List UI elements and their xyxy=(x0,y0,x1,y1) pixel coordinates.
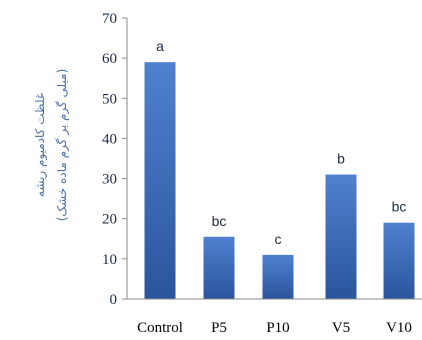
y-tick-label: 30 xyxy=(102,172,117,188)
y-tick-label: 70 xyxy=(102,11,117,27)
y-tick-label: 20 xyxy=(102,212,117,228)
x-tick-label-v5: V5 xyxy=(332,320,350,336)
bar-p10 xyxy=(262,254,294,299)
y-tick-label: 60 xyxy=(102,51,117,67)
bar-data-label-control: a xyxy=(156,38,164,54)
bar-p5 xyxy=(203,236,235,299)
bar-v10 xyxy=(383,222,415,299)
y-tick-label: 50 xyxy=(102,91,117,107)
x-axis-labels: Control P5 P10 V5 V10 xyxy=(137,320,412,336)
bar-v5 xyxy=(325,174,357,299)
x-tick-label-p5: P5 xyxy=(211,320,227,336)
bars xyxy=(144,62,415,300)
bar-data-label-v10: bc xyxy=(392,199,407,215)
x-tick-label-v10: V10 xyxy=(386,320,412,336)
bar-data-label-v5: b xyxy=(337,151,345,167)
x-tick-label-control: Control xyxy=(137,320,183,336)
y-tick-label: 10 xyxy=(102,252,117,268)
y-axis-label-line1: غلظت کادمیوم ریشه xyxy=(33,93,48,197)
bar-control xyxy=(144,62,176,300)
bar-data-labels: a bc c b bc xyxy=(156,38,406,247)
y-tick-label: 0 xyxy=(110,292,118,308)
bar-data-label-p5: bc xyxy=(212,213,227,229)
y-axis-ticks: 0 10 20 30 40 50 60 70 xyxy=(102,11,127,308)
bar-data-label-p10: c xyxy=(275,231,282,247)
x-tick-label-p10: P10 xyxy=(266,320,289,336)
y-axis-label-line2: (میلی گرم بر گرم ماده خشک) xyxy=(55,69,70,222)
y-tick-label: 40 xyxy=(102,131,117,147)
